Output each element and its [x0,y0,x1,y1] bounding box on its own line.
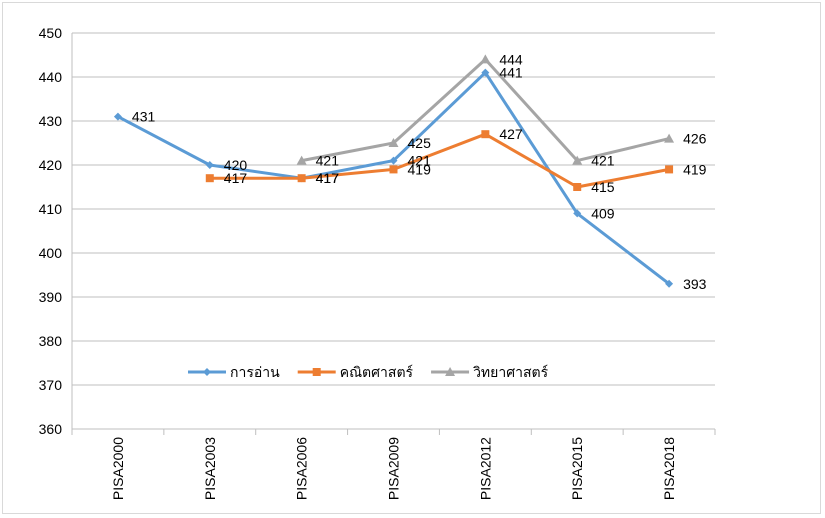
data-point-marker [205,174,214,183]
data-label: 415 [591,179,615,195]
data-point-marker [481,130,490,139]
data-point-marker [480,54,491,64]
legend-label: วิทยาศาสตร์ [473,364,549,381]
data-label: 421 [591,153,615,169]
data-point-marker [312,368,321,376]
data-point-marker [572,155,583,165]
x-tick-label: PISA2006 [294,437,310,500]
data-point-marker [445,367,456,376]
x-tick-label: PISA2015 [569,437,585,500]
y-tick-label: 390 [39,289,63,305]
data-point-marker [389,165,398,174]
legend-item: คณิตศาสตร์ [297,364,414,381]
data-point-marker [388,138,399,147]
x-tick-label: PISA2003 [202,437,218,500]
data-label: 419 [408,161,432,177]
data-label: 421 [316,153,340,169]
data-label: 417 [316,170,340,186]
legend-label: การอ่าน [230,365,280,381]
data-point-marker [665,165,674,174]
legend-label: คณิตศาสตร์ [340,364,414,381]
series-layer [113,54,675,288]
data-label: 431 [132,109,156,125]
data-point-marker [664,133,675,143]
y-tick-label: 360 [39,421,63,437]
series-1 [205,130,674,191]
y-tick-label: 370 [39,377,63,393]
data-point-marker [389,156,398,165]
x-tick-label: PISA2012 [477,437,493,500]
legend: การอ่าน คณิตศาสตร์ วิทยาศาสตร์ [188,364,549,381]
data-label: 417 [316,170,340,186]
series-line [117,71,670,285]
legend-item: วิทยาศาสตร์ [431,364,549,381]
data-label: 427 [499,126,523,142]
data-label: 420 [224,157,248,173]
data-point-marker [573,183,582,191]
data-point-marker [481,68,490,77]
x-axis-labels: PISA2000 PISA2003 PISA2006 PISA2009 PISA2012… [71,429,716,500]
data-label: 425 [408,135,432,151]
y-tick-label: 440 [39,69,63,85]
series-2 [296,54,675,165]
data-point-marker [297,174,306,183]
data-label: 409 [591,205,615,221]
y-tick-label: 420 [39,157,63,173]
series-line [209,132,670,189]
data-label: 419 [683,161,707,177]
x-tick-label: PISA2000 [110,437,126,500]
data-point-marker [113,112,122,121]
data-label: 444 [499,51,523,67]
y-tick-label: 410 [39,201,63,217]
data-label: 421 [408,153,432,169]
data-label: 441 [499,65,523,81]
data-label: 417 [224,170,248,186]
data-point-marker [665,279,674,288]
y-tick-label: 430 [39,113,63,129]
data-point-marker [203,368,211,376]
data-point-marker [205,161,214,169]
x-tick-label: PISA2018 [661,437,677,500]
series-0 [113,68,674,288]
x-tick-label: PISA2009 [386,437,402,500]
data-label: 393 [683,276,707,292]
data-point-marker [573,209,582,218]
y-axis-labels: 360 370 380 390 400 410 420 430 440 450 [39,25,63,437]
gridlines [71,32,715,430]
data-label: 426 [683,131,707,147]
legend-item: การอ่าน [188,365,280,381]
y-tick-label: 450 [39,25,63,41]
data-point-marker [296,155,307,165]
y-tick-label: 400 [39,245,63,261]
y-tick-label: 380 [39,333,63,349]
